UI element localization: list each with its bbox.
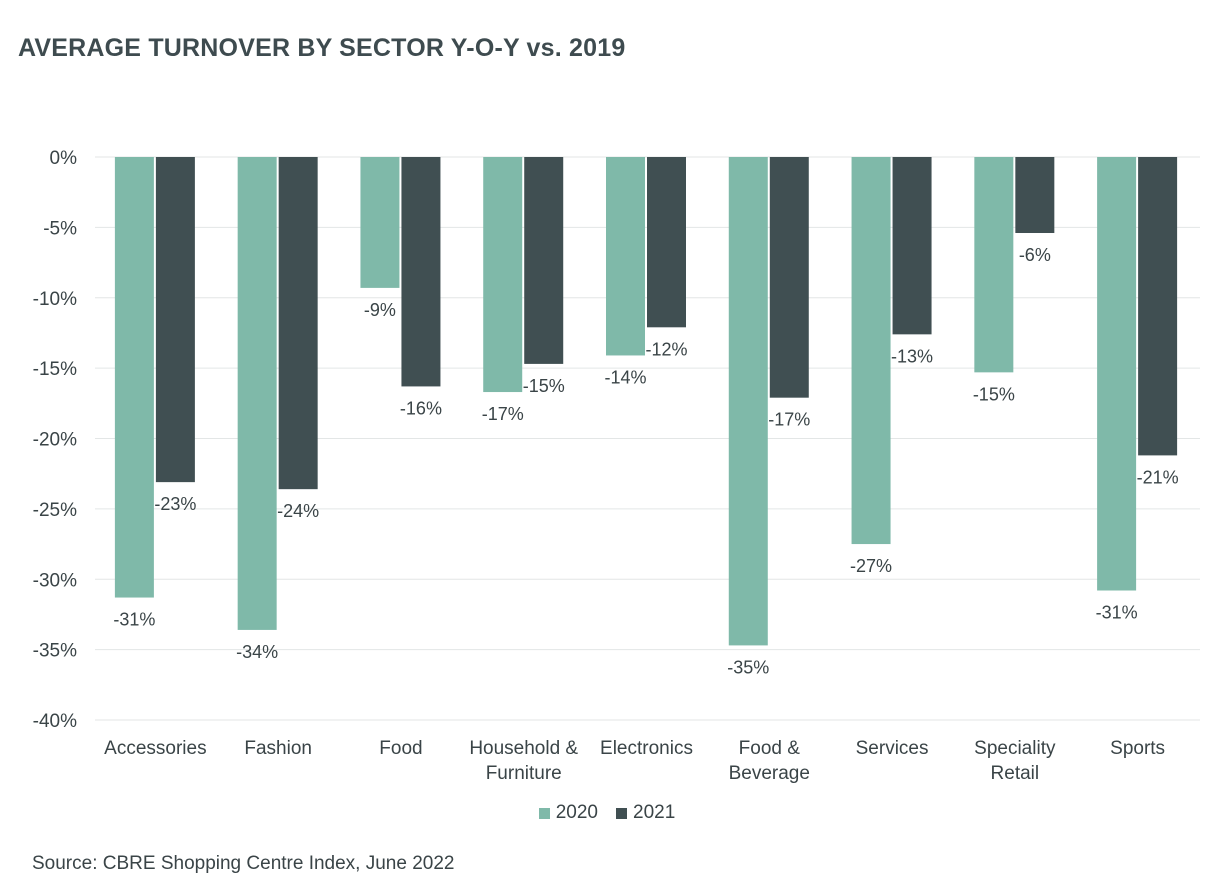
- data-label: -12%: [645, 339, 687, 359]
- bar-2021-4: [647, 157, 686, 328]
- legend-swatch-2020: [538, 807, 550, 819]
- data-label: -13%: [891, 346, 933, 366]
- y-tick-label: -25%: [33, 500, 77, 521]
- data-label: -15%: [973, 384, 1015, 404]
- bar-2020-7: [974, 157, 1014, 373]
- y-tick-label: -15%: [33, 359, 77, 380]
- legend: 2020 2021: [0, 802, 1214, 824]
- data-label: -31%: [1096, 603, 1138, 623]
- x-tick-label: Beverage: [729, 763, 810, 784]
- data-label: -14%: [604, 367, 646, 387]
- bar-2021-2: [401, 157, 441, 387]
- legend-item-2021: 2021: [616, 802, 675, 824]
- data-label: -17%: [768, 410, 810, 430]
- x-tick-label: Speciality: [974, 738, 1056, 759]
- bar-2021-3: [524, 157, 564, 364]
- data-label: -16%: [400, 398, 442, 418]
- bar-2020-4: [606, 157, 645, 356]
- y-tick-label: -35%: [33, 641, 77, 662]
- bar-2021-7: [1015, 157, 1055, 234]
- bars: [114, 157, 1178, 646]
- bar-2021-1: [278, 157, 318, 490]
- legend-swatch-2021: [616, 807, 627, 819]
- data-label: -15%: [523, 376, 565, 396]
- bar-2020-1: [237, 157, 277, 630]
- bar-2020-2: [360, 157, 400, 288]
- legend-item-2020: 2020: [538, 802, 598, 824]
- y-tick-label: -20%: [33, 430, 77, 451]
- bar-2021-0: [155, 157, 195, 483]
- data-label: -35%: [727, 657, 769, 677]
- x-tick-label: Retail: [991, 763, 1040, 784]
- x-tick-label: Food: [379, 738, 422, 759]
- legend-label-2020: 2020: [555, 802, 598, 823]
- data-label: -31%: [113, 610, 155, 630]
- x-tick-label: Accessories: [104, 738, 206, 759]
- data-label: -9%: [364, 300, 396, 320]
- x-tick-label: Household &: [469, 738, 578, 759]
- x-axis-labels: Accessories Fashion Food Household & Furnitu…: [104, 738, 1165, 784]
- data-label: -24%: [277, 501, 319, 521]
- x-tick-label: Food &: [739, 738, 801, 759]
- data-label: -23%: [154, 494, 196, 514]
- bar-2020-3: [483, 157, 523, 393]
- x-tick-label: Furniture: [486, 763, 562, 784]
- x-tick-label: Services: [856, 738, 929, 759]
- bar-2021-8: [1138, 157, 1178, 456]
- bar-2021-6: [892, 157, 932, 335]
- data-label: -17%: [482, 404, 524, 424]
- data-labels: -31% -23% -34% -24% -9% -16% -17% -15% -14% -12% -…: [113, 245, 1178, 677]
- y-tick-label: -10%: [33, 289, 77, 310]
- bar-2020-5: [728, 157, 768, 646]
- y-tick-label: -40%: [33, 711, 77, 732]
- bar-2020-0: [114, 157, 154, 598]
- bar-2020-6: [851, 157, 891, 545]
- chart-title: AVERAGE TURNOVER BY SECTOR Y-O-Y vs. 201…: [18, 34, 626, 62]
- x-tick-label: Sports: [1110, 738, 1165, 759]
- legend-label-2021: 2021: [633, 802, 676, 823]
- y-axis-labels: 0% -5% -10% -15% -20% -25% -30% -35% -40%: [33, 148, 77, 732]
- x-tick-label: Fashion: [244, 738, 312, 759]
- bar-2020-8: [1097, 157, 1137, 591]
- x-tick-label: Electronics: [600, 738, 693, 759]
- y-tick-label: -5%: [43, 218, 77, 239]
- bar-2021-5: [769, 157, 809, 398]
- source-note: Source: CBRE Shopping Centre Index, June…: [32, 853, 455, 874]
- y-tick-label: 0%: [50, 148, 78, 169]
- data-label: -34%: [236, 642, 278, 662]
- y-tick-label: -30%: [33, 570, 77, 591]
- data-label: -6%: [1019, 245, 1051, 265]
- data-label: -21%: [1137, 467, 1179, 487]
- data-label: -27%: [850, 556, 892, 576]
